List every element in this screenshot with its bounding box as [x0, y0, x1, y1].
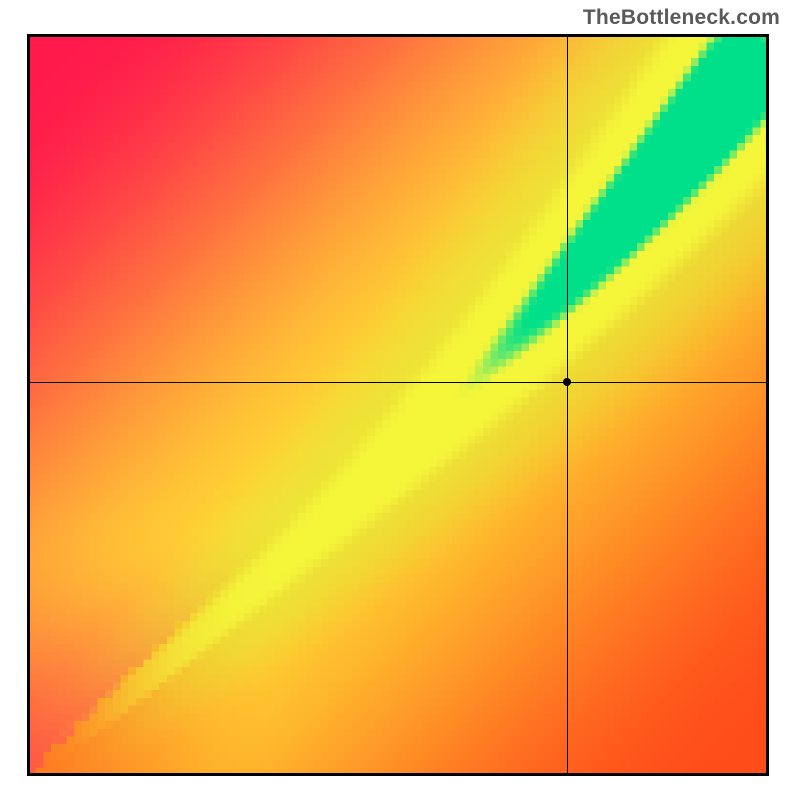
- bottleneck-heatmap: [28, 35, 768, 775]
- watermark-text: TheBottleneck.com: [583, 6, 780, 30]
- chart-container: { "watermark": { "text": "TheBottleneck.…: [0, 0, 800, 800]
